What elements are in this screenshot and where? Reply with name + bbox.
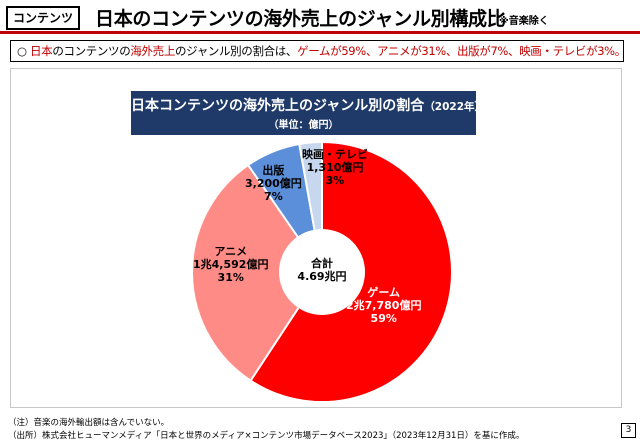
page-title: 日本のコンテンツの海外売上のジャンル別構成比 — [95, 8, 506, 30]
slice-label-anime: アニメ 1兆4,592億円 31% — [193, 245, 268, 284]
summary-japan: 日本 — [30, 44, 53, 58]
footnote-source: （出所）株式会社ヒューマンメディア「日本と世界のメディア×コンテンツ市場データベ… — [8, 431, 525, 441]
title-note: ※音楽除く — [499, 16, 549, 27]
slice-value-game: 2兆7,780億円 — [346, 299, 422, 312]
summary-bullet: ○ — [17, 44, 27, 58]
pie-total-label: 合計 4.69兆円 — [281, 257, 363, 283]
chart-title-box: 日本コンテンツの海外売上のジャンル別の割合（2022年） （単位：億円） — [131, 91, 485, 135]
summary-text-1: のコンテンツの — [52, 44, 131, 58]
pie-center-hole — [279, 229, 365, 315]
slice-label-film-tv: 映画・テレビ 1,310億円 3% — [302, 148, 368, 187]
pie-total-caption: 合計 — [311, 257, 333, 270]
slice-value-publishing: 3,200億円 — [245, 177, 302, 190]
footnote-note: （注）音楽の海外輸出額は含んでいない。 — [8, 418, 170, 428]
pie-total-value: 4.69兆円 — [297, 270, 347, 283]
slice-value-film-tv: 1,310億円 — [306, 161, 364, 174]
slice-percent-game: 59% — [370, 312, 397, 325]
slice-name-game: ゲーム — [367, 286, 401, 299]
slice-name-publishing: 出版 — [262, 164, 285, 177]
summary-text-2: のジャンル別の割合は、 — [174, 44, 298, 58]
summary-box: ○ 日本のコンテンツの海外売上のジャンル別の割合は、ゲームが59%、アニメが31… — [10, 40, 624, 62]
title-divider — [0, 31, 640, 34]
slice-percent-anime: 31% — [217, 271, 244, 284]
slice-name-anime: アニメ — [214, 245, 248, 258]
slice-label-game: ゲーム 2兆7,780億円 59% — [346, 286, 421, 325]
slice-value-anime: 1兆4,592億円 — [193, 258, 269, 271]
chart-title: 日本コンテンツの海外売上のジャンル別の割合（2022年） — [131, 95, 485, 115]
summary-overseas-sales: 海外売上 — [130, 44, 175, 58]
chart-title-year: （2022年） — [424, 101, 486, 113]
slice-label-publishing: 出版 3,200億円 7% — [245, 164, 302, 203]
category-tag: コンテンツ — [6, 6, 81, 30]
slice-percent-film-tv: 3% — [325, 174, 345, 187]
pie-slice-anime — [191, 163, 324, 383]
chart-title-main: 日本コンテンツの海外売上のジャンル別の割合 — [131, 98, 425, 114]
slice-name-film-tv: 映画・テレビ — [302, 148, 368, 161]
slice-percent-publishing: 7% — [264, 190, 283, 203]
chart-unit: （単位：億円） — [268, 120, 339, 131]
summary-shares: ゲームが59%、アニメが31%、出版が7%、映画・テレビが3%。 — [297, 44, 624, 58]
page-number: 3 — [621, 423, 636, 438]
